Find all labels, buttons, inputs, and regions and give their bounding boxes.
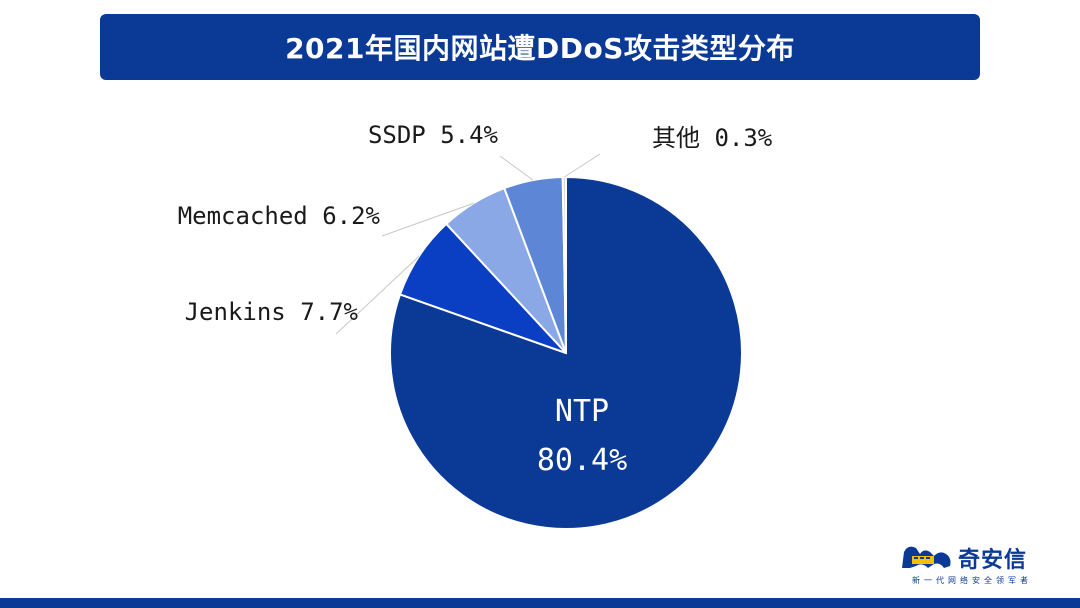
leader-line-ssdp — [499, 155, 534, 181]
slice-label-jenkins: Jenkins 7.7% — [185, 298, 359, 326]
slice-label-memcached: Memcached 6.2% — [178, 202, 381, 230]
qianxin-logo-icon — [902, 546, 951, 568]
leader-line-其他 — [564, 153, 601, 178]
slice-value-ntp: 80.4% — [537, 443, 627, 478]
brand-name: 奇安信 — [958, 548, 1028, 573]
chart-title: 2021年国内网站遭DDoS攻击类型分布 — [285, 32, 795, 65]
footer-bar — [0, 598, 1080, 608]
brand-slogan: 新一代网络安全领军者 — [912, 576, 1032, 585]
leader-line-jenkins — [335, 256, 420, 335]
pie-slices — [389, 175, 743, 530]
leader-line-memcached — [381, 202, 474, 237]
brand-logo: 奇安信 新一代网络安全领军者 — [900, 538, 1060, 590]
slice-label-other: 其他 0.3% — [652, 124, 773, 152]
title-banner: 2021年国内网站遭DDoS攻击类型分布 — [100, 14, 980, 80]
slice-label-ssdp: SSDP 5.4% — [368, 121, 499, 149]
slice-label-ntp: NTP — [555, 394, 609, 429]
leader-lines — [335, 153, 601, 335]
pie-labels: NTP 80.4% Jenkins 7.7% Memcached 6.2% SSDP 5… — [178, 121, 773, 478]
